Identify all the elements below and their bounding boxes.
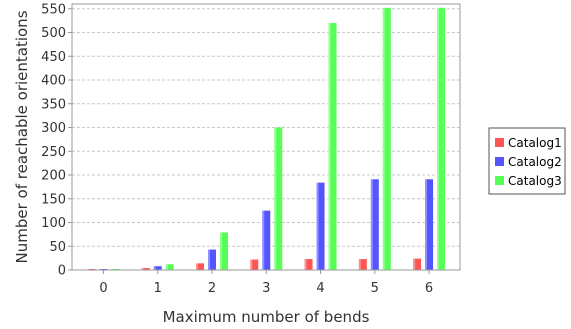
bar-highlight	[250, 259, 253, 270]
bar-catalog2-2	[208, 249, 217, 270]
bar-highlight	[141, 268, 144, 270]
y-tick-label: 150	[41, 192, 66, 207]
y-tick-label: 400	[41, 74, 66, 89]
bar-catalog2-1	[153, 266, 162, 270]
bar-highlight	[316, 182, 319, 270]
bar-catalog3-6	[437, 7, 446, 271]
bar-catalog1-2	[196, 263, 205, 270]
bar-highlight	[153, 266, 156, 270]
bar-highlight	[208, 249, 211, 270]
bar-highlight	[370, 179, 373, 270]
bar-catalog2-4	[316, 182, 325, 270]
bar-highlight	[413, 258, 416, 270]
y-tick-label: 500	[41, 26, 66, 41]
x-tick-label: 6	[425, 281, 433, 296]
legend-swatch-catalog2	[495, 157, 504, 166]
bar-highlight	[425, 179, 428, 270]
bar-catalog1-6	[413, 258, 422, 270]
legend-label-catalog2: Catalog2	[508, 155, 562, 169]
y-tick-label: 450	[41, 50, 66, 65]
x-tick-label: 2	[208, 281, 216, 296]
x-tick-label: 1	[154, 281, 162, 296]
bar-highlight	[304, 259, 307, 270]
x-tick-label: 0	[99, 281, 107, 296]
bars	[87, 7, 446, 271]
bar-catalog1-5	[358, 259, 367, 270]
bar-highlight	[358, 259, 361, 270]
x-axis-title: Maximum number of bends	[163, 308, 370, 326]
bar-catalog1-1	[141, 268, 150, 270]
legend-swatch-catalog3	[495, 176, 504, 185]
bar-catalog1-4	[304, 259, 313, 270]
bar-highlight	[382, 7, 385, 271]
y-tick-label: 100	[41, 216, 66, 231]
bar-catalog2-6	[425, 179, 434, 270]
legend: Catalog1 Catalog2 Catalog3	[488, 127, 566, 195]
bar-highlight	[196, 263, 199, 270]
bar-catalog3-4	[328, 23, 337, 270]
bar-catalog3-3	[274, 127, 283, 270]
y-tick-label: 550	[41, 2, 66, 17]
y-tick-label: 200	[41, 169, 66, 184]
legend-swatch-catalog1	[495, 138, 504, 147]
bar-highlight	[220, 232, 223, 270]
bar-catalog3-2	[220, 232, 229, 270]
bar-highlight	[262, 210, 265, 270]
legend-label-catalog3: Catalog3	[508, 174, 562, 188]
y-tick-label: 250	[41, 145, 66, 160]
bar-highlight	[165, 264, 168, 270]
legend-label-catalog1: Catalog1	[508, 136, 562, 150]
y-tick-label: 300	[41, 121, 66, 136]
y-tick-label: 50	[49, 240, 66, 255]
bar-highlight	[437, 7, 440, 271]
y-axis-ticks: 0 50 100 150 200 250 300 350 400 450 500 550	[41, 2, 72, 279]
bar-catalog3-5	[382, 7, 391, 271]
x-tick-label: 5	[371, 281, 379, 296]
bar-catalog2-5	[370, 179, 379, 270]
x-tick-label: 3	[262, 281, 270, 296]
bar-highlight	[328, 23, 331, 270]
bar-catalog1-3	[250, 259, 259, 270]
bar-catalog2-3	[262, 210, 271, 270]
bar-catalog3-1	[165, 264, 174, 270]
y-tick-label: 350	[41, 97, 66, 112]
bar-highlight	[274, 127, 277, 270]
x-axis-ticks: 0 1 2 3 4 5 6	[99, 270, 433, 296]
x-tick-label: 4	[316, 281, 324, 296]
y-axis-title: Number of reachable orientations	[13, 10, 31, 263]
y-tick-label: 0	[58, 264, 66, 279]
